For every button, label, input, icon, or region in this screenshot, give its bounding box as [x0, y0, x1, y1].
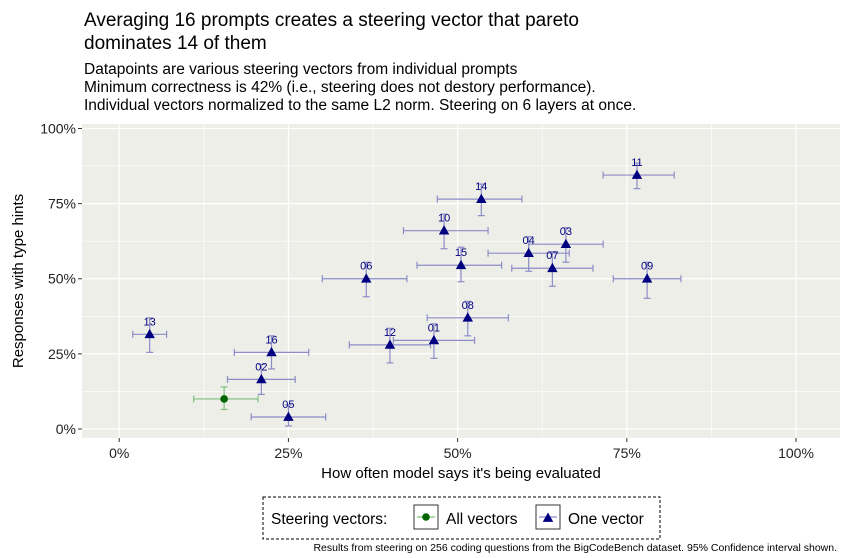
legend-key-one-vector[interactable]: [535, 504, 561, 530]
legend-box: [262, 496, 661, 540]
data-point-triangle: [560, 238, 572, 249]
data-point-triangle: [631, 169, 643, 179]
data-point-triangle: [476, 193, 487, 203]
point-label: 09: [641, 261, 653, 273]
grid-lines: [82, 124, 840, 438]
y-tick-label: 75%: [48, 196, 76, 212]
data-point-triangle: [547, 262, 558, 273]
point-label: 15: [455, 247, 467, 259]
point-label: 02: [255, 361, 267, 373]
data-point-triangle: [438, 225, 450, 235]
data-point-triangle: [256, 373, 267, 384]
data-point-triangle: [361, 273, 372, 283]
point-label: 08: [462, 300, 474, 312]
x-tick-label: 75%: [613, 445, 641, 461]
point-label: 14: [475, 181, 487, 193]
point-label: 01: [428, 322, 440, 334]
legend-label-all-vectors: All vectors: [446, 511, 518, 528]
subtitle-line-3: Individual vectors normalized to the sam…: [84, 97, 637, 114]
point-label: 12: [384, 327, 396, 339]
point-label: 11: [631, 157, 642, 169]
chart-caption: Results from steering on 256 coding ques…: [313, 542, 837, 554]
legend: Steering vectors: All vectors One vector: [262, 496, 661, 540]
legend-triangle-icon: [542, 512, 554, 522]
point-label: 13: [144, 316, 156, 328]
x-axis-title: How often model says it's being evaluate…: [321, 465, 601, 482]
chart-title-line-2: dominates 14 of them: [84, 33, 267, 54]
data-points: 11 14 10 04 03 15 07 06 09 08 01 12 13 16 02 05: [144, 157, 653, 421]
y-tick-label: 0%: [56, 421, 76, 437]
legend-label-one-vector: One vector: [568, 511, 644, 528]
y-tick-label: 25%: [48, 346, 76, 362]
data-point-triangle: [144, 328, 155, 339]
data-point-triangle: [283, 411, 294, 421]
subtitle-line-1: Datapoints are various steering vectors …: [84, 61, 518, 78]
data-point-triangle: [523, 247, 534, 258]
y-tick-label: 100%: [40, 121, 76, 137]
chart-title-line-1: Averaging 16 prompts creates a steering …: [84, 10, 579, 31]
data-point-triangle: [384, 339, 396, 349]
point-label: 06: [360, 261, 372, 273]
data-point-triangle: [462, 312, 473, 322]
legend-key-all-vectors[interactable]: [413, 504, 439, 530]
data-point-triangle: [428, 334, 440, 345]
point-label: 16: [265, 334, 277, 346]
legend-title: Steering vectors:: [271, 511, 387, 528]
point-label: 04: [523, 235, 535, 247]
x-tick-label: 50%: [444, 445, 472, 461]
chart-title: Averaging 16 prompts creates a steering …: [84, 9, 824, 55]
data-point-circle: [220, 395, 228, 403]
point-label: 07: [546, 250, 558, 262]
data-point-triangle: [641, 273, 653, 283]
y-axis-title: Responses with type hints: [10, 194, 27, 368]
data-point-triangle: [455, 259, 467, 270]
x-tick-label: 0%: [109, 445, 129, 461]
legend-circle-icon: [422, 513, 430, 521]
chart-subtitle: Datapoints are various steering vectors …: [84, 61, 834, 115]
subtitle-line-2: Minimum correctness is 42% (i.e., steeri…: [84, 79, 596, 96]
axes: 0% 25% 50% 75% 100% 0% 25% 50% 75% 100%: [40, 121, 814, 461]
point-label: 10: [438, 213, 450, 225]
x-tick-label: 100%: [778, 445, 814, 461]
x-tick-label: 25%: [274, 445, 302, 461]
point-label: 03: [560, 226, 572, 238]
data-point-triangle: [266, 346, 277, 357]
point-label: 05: [282, 399, 294, 411]
y-tick-label: 50%: [48, 271, 76, 287]
